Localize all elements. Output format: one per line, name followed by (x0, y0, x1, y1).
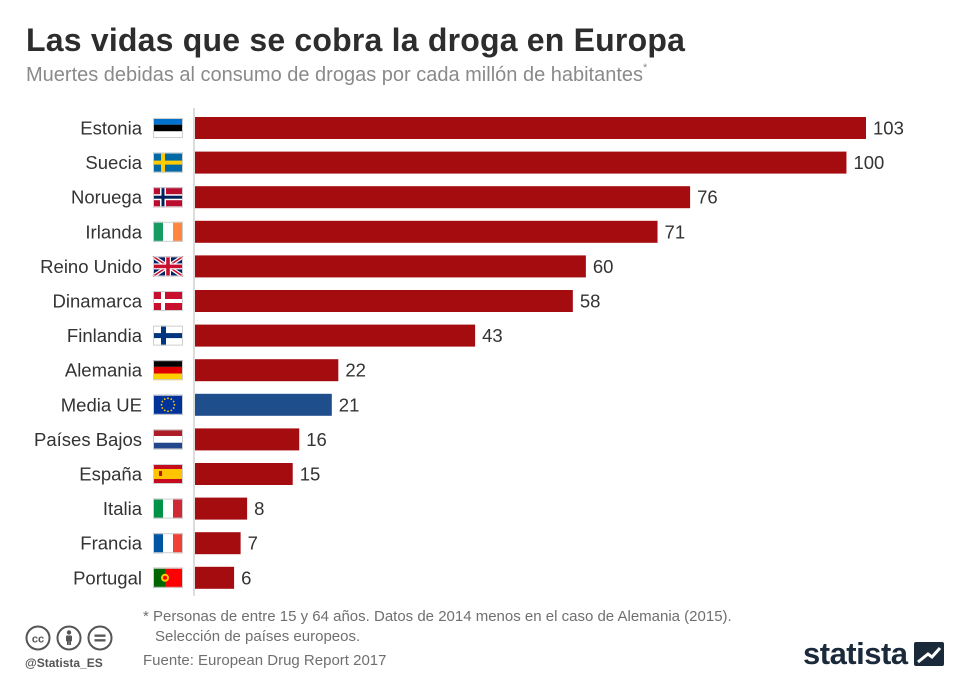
bar (195, 428, 300, 451)
ireland-flag-icon (153, 221, 183, 242)
bar (195, 532, 241, 555)
category-label: Estonia (80, 118, 142, 139)
value-label: 58 (580, 291, 601, 312)
bar (195, 255, 586, 278)
uk-flag-icon (151, 254, 185, 279)
page-subtitle: Muertes debidas al consumo de drogas por… (26, 62, 648, 87)
category-label: Portugal (73, 567, 142, 588)
bar (195, 393, 332, 416)
category-label: Dinamarca (53, 291, 143, 312)
norway-flag-icon (153, 187, 183, 208)
category-label: Media UE (61, 394, 142, 415)
category-label: Italia (103, 498, 143, 519)
netherlands-flag-icon (153, 429, 183, 450)
value-label: 16 (306, 429, 327, 450)
value-label: 76 (697, 187, 718, 208)
value-label: 6 (241, 567, 251, 588)
category-label: Reino Unido (40, 256, 142, 277)
footnote-line-2: Selección de países europeos. (155, 628, 361, 645)
value-label: 43 (482, 325, 503, 346)
cc-icon[interactable]: cc (25, 625, 51, 651)
bar (195, 324, 476, 347)
page-title: Las vidas que se cobra la droga en Europ… (26, 22, 686, 58)
bar (195, 290, 573, 312)
bar (195, 186, 691, 209)
value-label: 15 (300, 464, 321, 485)
value-label: 22 (345, 360, 366, 381)
category-label: Francia (80, 533, 142, 554)
statista-wordmark: statista (803, 636, 908, 671)
bar (195, 497, 248, 520)
germany-flag-icon (153, 360, 183, 381)
category-label: Finlandia (67, 325, 143, 346)
category-label: Irlanda (85, 221, 142, 242)
category-label: Noruega (71, 187, 143, 208)
category-label: Alemania (65, 360, 143, 381)
footnote-line-1: * Personas de entre 15 y 64 años. Datos … (143, 608, 732, 625)
bar (195, 151, 847, 174)
portugal-flag-icon (153, 567, 183, 588)
statista-handle[interactable]: @Statista_ES (25, 656, 103, 670)
license-icons: cc (25, 625, 113, 651)
by-icon[interactable] (56, 625, 82, 651)
source-text: Fuente: European Drug Report 2017 (143, 652, 387, 669)
bar (195, 566, 235, 589)
subtitle-footnote-mark: * (643, 62, 648, 74)
finland-flag-icon (153, 325, 183, 346)
italy-flag-icon (153, 498, 183, 519)
sweden-flag-icon (153, 152, 183, 173)
nd-icon[interactable] (87, 625, 113, 651)
france-flag-icon (153, 533, 183, 554)
spain-flag-icon (153, 464, 183, 484)
value-label: 21 (339, 394, 360, 415)
bar (195, 359, 339, 382)
value-label: 71 (665, 221, 686, 242)
category-label: Países Bajos (34, 429, 142, 450)
subtitle-text: Muertes debidas al consumo de drogas por… (26, 64, 644, 86)
estonia-flag-icon (153, 118, 183, 138)
bar (195, 220, 658, 243)
svg-text:cc: cc (32, 634, 44, 646)
bar (195, 117, 866, 139)
value-label: 8 (254, 498, 264, 519)
eu-flag-icon (153, 394, 183, 415)
statista-logo-icon (913, 642, 944, 666)
value-label: 7 (248, 533, 258, 554)
value-label: 103 (873, 118, 904, 139)
value-label: 60 (593, 256, 614, 277)
denmark-flag-icon (153, 291, 183, 311)
category-label: España (79, 464, 142, 485)
footnote: * Personas de entre 15 y 64 años. Datos … (143, 607, 732, 647)
category-label: Suecia (85, 152, 142, 173)
value-label: 100 (853, 152, 884, 173)
statista-logo[interactable]: statista (803, 636, 944, 672)
bar (195, 463, 293, 485)
